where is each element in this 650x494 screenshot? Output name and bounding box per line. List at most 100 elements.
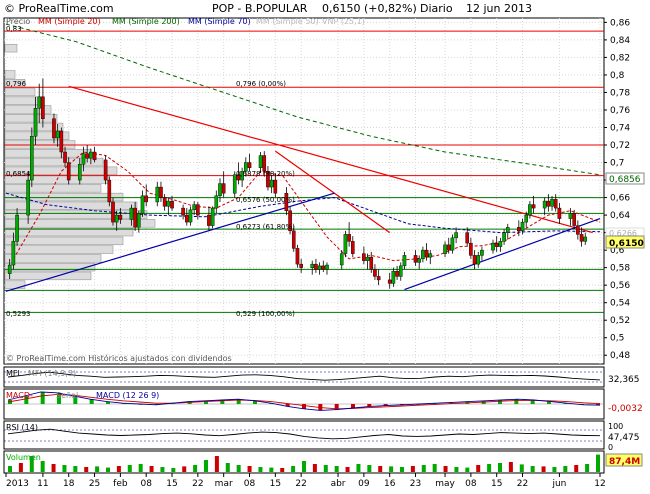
- macd-histogram-bar: [514, 399, 519, 404]
- candle-down: [92, 151, 97, 161]
- volume-bar: [487, 464, 492, 472]
- candle-down: [373, 269, 377, 277]
- rsi-axis-top: 100: [608, 422, 623, 431]
- macd-histogram-bar: [563, 403, 568, 404]
- macd-histogram-bar: [351, 404, 355, 408]
- volume-bar: [214, 456, 219, 472]
- candle-up: [89, 151, 93, 159]
- x-tick-label: jun: [551, 479, 566, 489]
- volume-bar: [182, 466, 187, 472]
- candle-up: [498, 241, 503, 247]
- y-tick-label: 0,82: [610, 53, 630, 63]
- volume-bar: [443, 466, 448, 472]
- volume-bar: [106, 467, 110, 472]
- candle-down: [553, 199, 558, 209]
- macd-signal-label: Señal: [56, 391, 78, 400]
- candle-up: [528, 204, 532, 216]
- x-tick-label: 08: [140, 479, 152, 489]
- volume-bar: [421, 465, 426, 472]
- macd-histogram-bar: [24, 396, 29, 404]
- volume-bar: [519, 464, 524, 472]
- date-label: 12 jun 2013: [466, 2, 532, 15]
- mfi-sub-label: MFI (14,3,3): [28, 369, 76, 378]
- macd-histogram-bar: [367, 404, 372, 407]
- volume-bar: [269, 467, 274, 472]
- volume-profile-bar: [4, 227, 134, 237]
- candle-up: [240, 171, 244, 181]
- candle-down: [103, 159, 108, 181]
- rsi-line: [7, 428, 601, 440]
- candle-down: [387, 279, 392, 284]
- macd-histogram-bar: [40, 392, 45, 404]
- volume-bar: [225, 463, 230, 472]
- macd-histogram-bar: [73, 396, 78, 404]
- candle-up: [310, 263, 315, 268]
- macd-histogram-bar: [596, 404, 600, 406]
- volume-profile-bar: [4, 236, 124, 246]
- candle-down: [347, 234, 351, 242]
- candle-up: [402, 255, 407, 267]
- y-tick-label: 0,78: [610, 88, 630, 98]
- macd-histogram-bar: [236, 399, 241, 404]
- x-tick-label: 15: [491, 479, 502, 489]
- volume-profile-bar: [4, 87, 36, 97]
- candle-up: [114, 214, 119, 223]
- trendlines: [5, 85, 601, 292]
- y-tick-label: 0,58: [610, 264, 630, 274]
- x-tick-label: 22: [295, 479, 306, 489]
- candle-up: [391, 270, 396, 284]
- volume-profile-bar: [4, 70, 16, 79]
- volume-bar: [410, 466, 415, 472]
- rsi-panel: [3, 420, 605, 450]
- volume-bar: [95, 466, 100, 472]
- candle-up: [33, 108, 38, 137]
- volume-bar: [432, 464, 437, 472]
- volume-bar: [367, 465, 372, 472]
- candle-up: [480, 249, 484, 256]
- annot-fib-50: 0,6576 (50,00%): [236, 196, 295, 204]
- candle-down: [247, 162, 252, 168]
- candle-up: [37, 96, 42, 109]
- volume-bar: [116, 466, 121, 472]
- candle-up: [339, 253, 344, 266]
- ticker-title: POP - B.POPULAR: [212, 2, 308, 15]
- volume-profile-bar: [4, 166, 118, 175]
- volume-bar: [40, 461, 45, 472]
- x-tick-label: 23: [410, 479, 421, 489]
- candle-up: [476, 255, 481, 265]
- candle-down: [517, 227, 521, 232]
- y-tick-label: 0,8: [610, 71, 625, 81]
- x-tick-label: may: [435, 479, 455, 489]
- volume-profile-bar: [4, 280, 26, 289]
- candle-up: [218, 183, 222, 197]
- candle-down: [469, 242, 473, 256]
- volume-bar: [127, 465, 132, 472]
- x-tick-label: abr: [331, 479, 346, 489]
- candle-down: [288, 210, 292, 232]
- y-tick-label: 0,74: [610, 123, 630, 133]
- volume-bar: [465, 467, 470, 472]
- volume-bar: [280, 468, 285, 472]
- volume-bar: [508, 462, 513, 472]
- volume-profile-bar: [4, 140, 76, 149]
- candle-down: [572, 213, 576, 226]
- ma200-line: [5, 23, 601, 176]
- volume-bar: [302, 461, 306, 472]
- candle-up: [15, 214, 19, 242]
- candle-down: [576, 225, 580, 235]
- candle-down: [63, 151, 67, 163]
- candle-down: [273, 179, 278, 194]
- candle-up: [129, 207, 134, 220]
- candle-up: [365, 256, 370, 261]
- candle-down: [107, 179, 112, 203]
- volume-profile-bar: [4, 271, 92, 281]
- macd-histogram-bar: [498, 400, 502, 404]
- candle-up: [258, 155, 263, 168]
- volume-bar: [149, 466, 154, 472]
- annot-fib-618: 0,6273 (61,80%): [236, 223, 295, 231]
- macd-histogram-bar: [530, 400, 535, 404]
- candle-down: [111, 201, 115, 223]
- mfi-value: 32,365: [608, 375, 640, 385]
- macd-histogram-bar: [253, 400, 257, 404]
